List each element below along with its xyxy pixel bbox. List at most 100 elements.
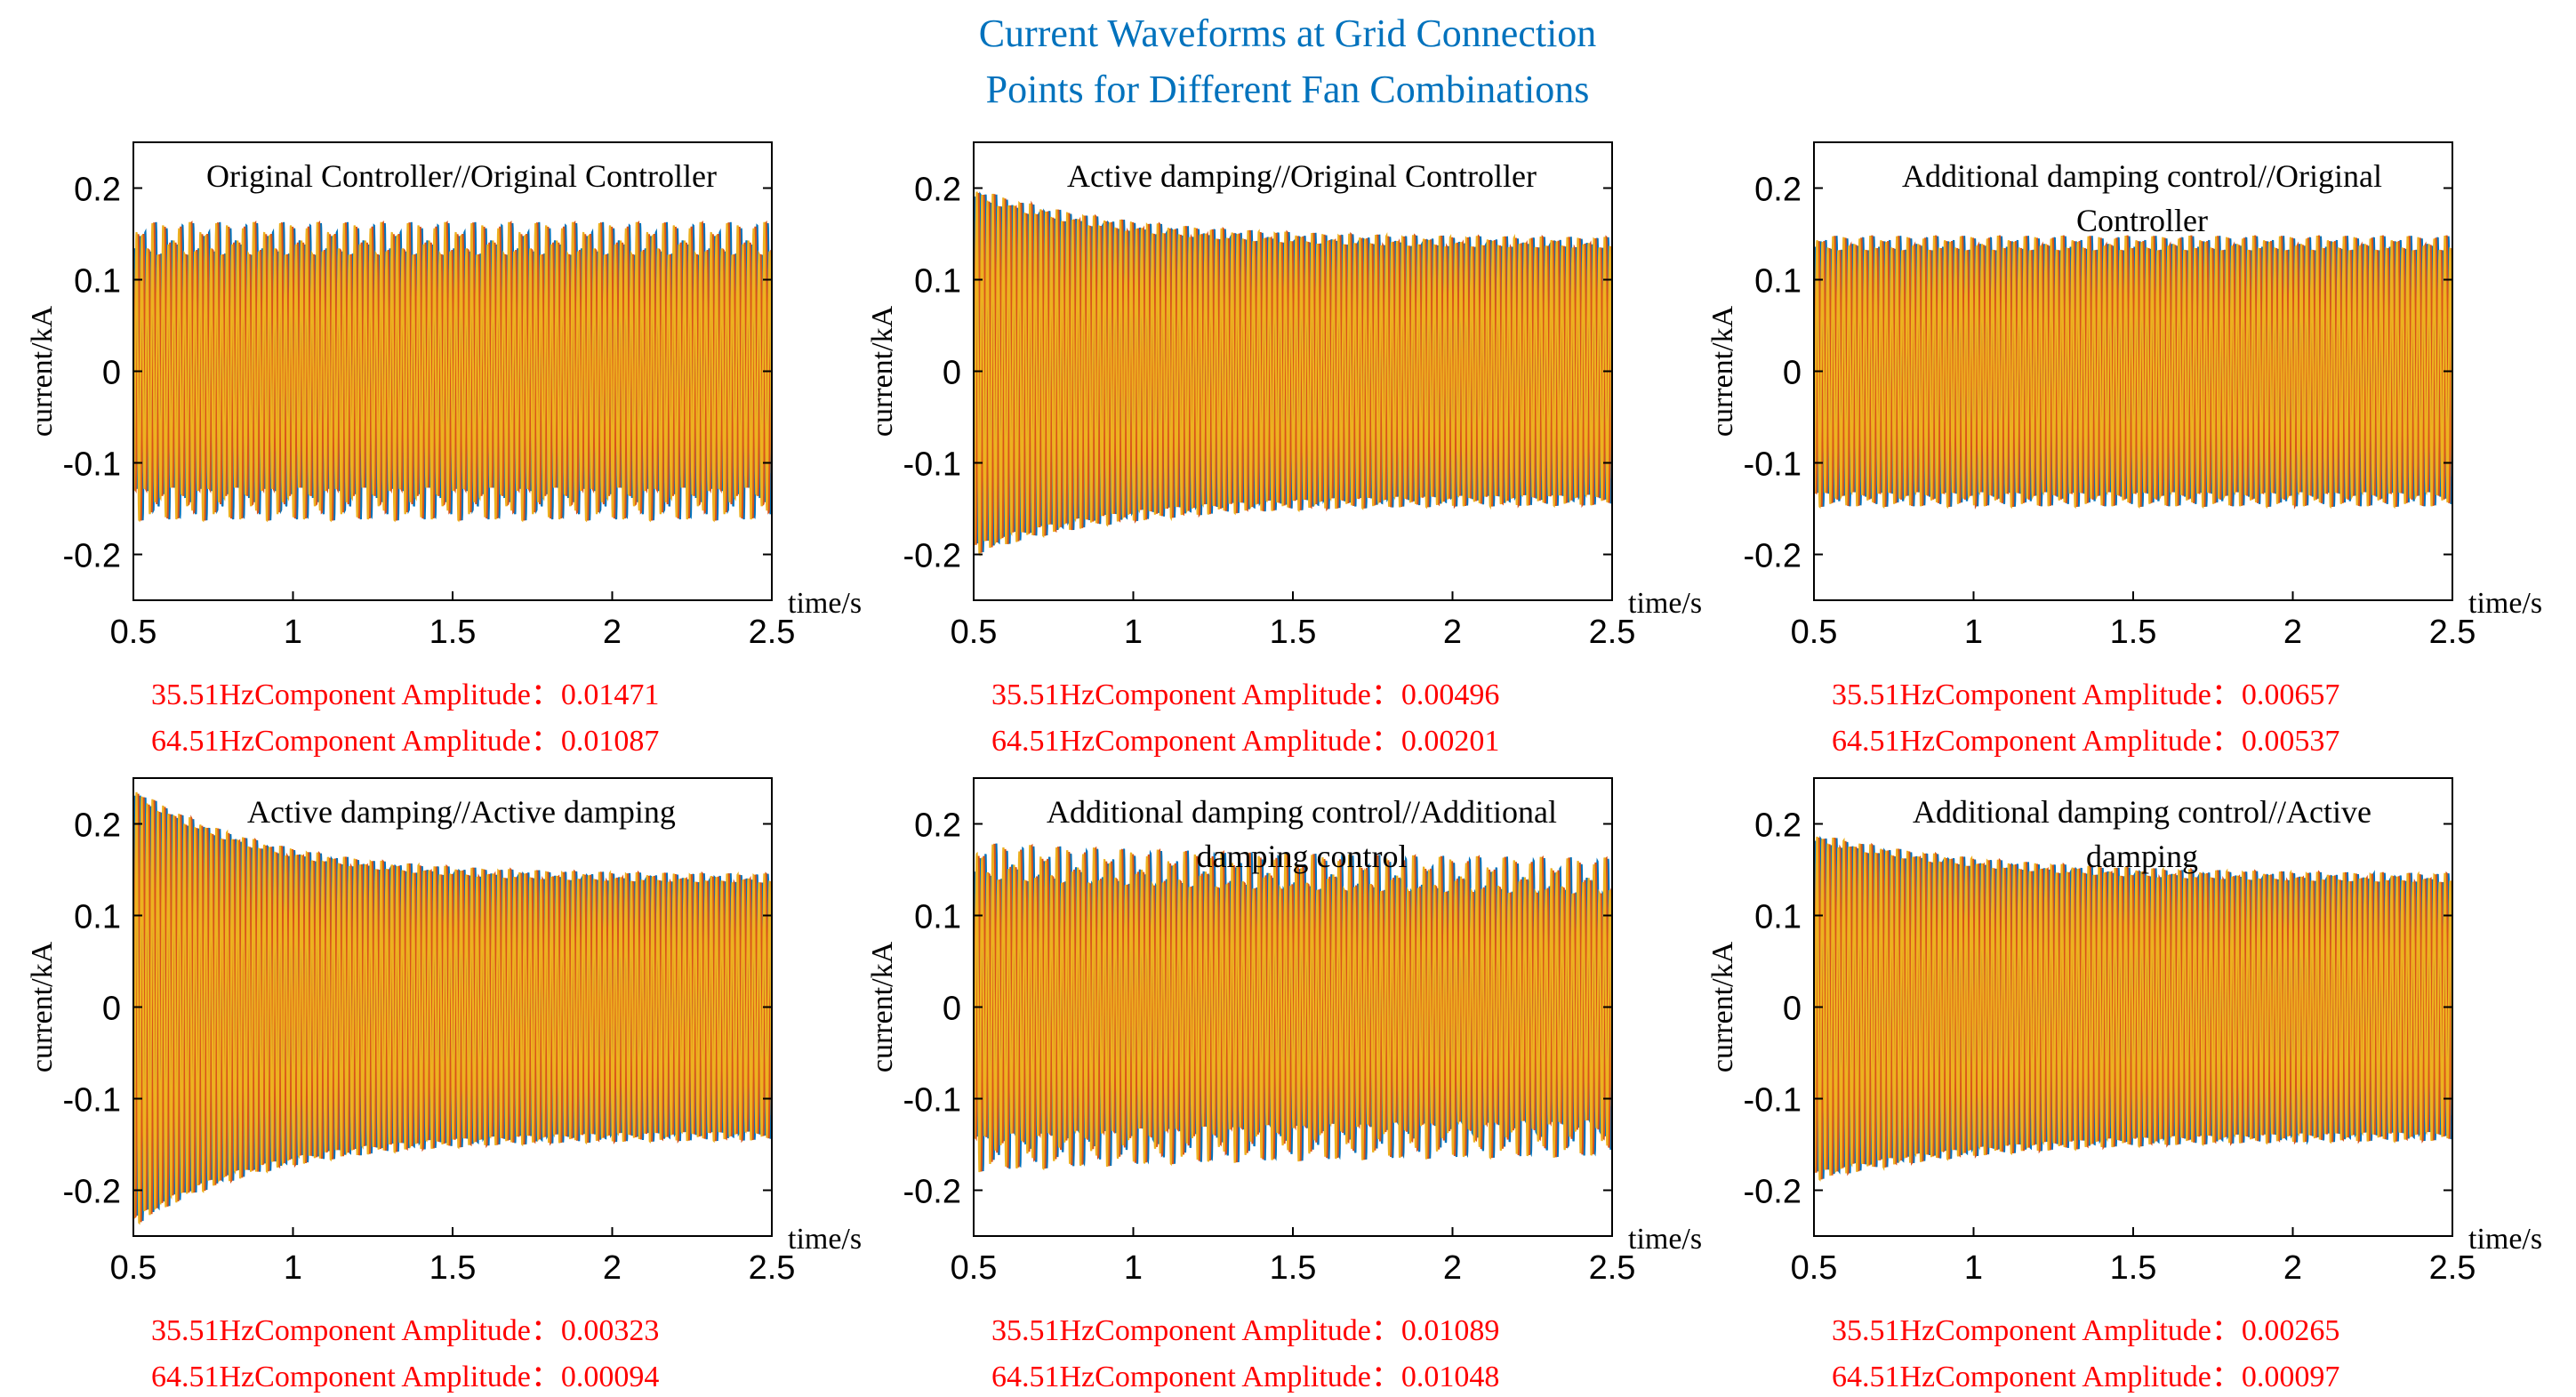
series-line-2 [133,793,772,1223]
subplot-1: -0.2 -0.1 0 0.1 0.2 0.5 1 1.5 2 2.5 current/kA time… [26,141,862,758]
y-tick-label: -0.1 [63,446,121,484]
subplot-title: Additional damping control//Active [1913,794,2371,830]
series-line-2 [974,843,1612,1172]
x-tick-label: 1.5 [2110,1249,2157,1287]
y-tick-label: -0.1 [63,1082,121,1120]
subplot-5: -0.2 -0.1 0 0.1 0.2 0.5 1 1.5 2 2.5 current/kA time… [866,777,1702,1393]
component-amplitude-note: 64.51HzComponent Amplitude：0.01048 [991,1361,1499,1393]
x-axis-label: time/s [2468,1223,2542,1256]
series-line-2 [974,192,1612,553]
x-tick-label: 2 [2283,614,2302,651]
y-tick-label: -0.1 [1744,446,1802,484]
subplot-title: Original Controller//Original Controller [206,158,717,194]
x-tick-label: 0.5 [110,1249,157,1287]
x-tick-label: 2.5 [2429,614,2476,651]
x-axis-label: time/s [1628,587,1702,620]
x-axis-label: time/s [788,587,862,620]
y-tick-label: 0.1 [914,899,961,936]
y-tick-label: 0 [102,355,121,392]
y-tick-label: -0.2 [63,538,121,575]
subplot-title: Controller [2076,203,2208,238]
y-axis-label: current/kA [866,941,899,1072]
y-tick-label: 0.1 [1754,263,1802,301]
series-line-2 [1814,235,2452,508]
x-tick-label: 2.5 [749,614,796,651]
subplot-6: -0.2 -0.1 0 0.1 0.2 0.5 1 1.5 2 2.5 current/kA time… [1706,777,2542,1393]
x-tick-label: 0.5 [1791,614,1838,651]
y-tick-label: -0.1 [903,446,961,484]
y-tick-label: 0.1 [74,263,121,301]
x-tick-label: 2.5 [2429,1249,2476,1287]
y-axis-label: current/kA [26,305,59,437]
y-tick-label: 0.2 [1754,172,1802,209]
x-tick-label: 1 [1124,614,1143,651]
x-tick-label: 1.5 [1270,614,1317,651]
y-axis-label: current/kA [26,941,59,1072]
y-tick-label: -0.2 [1744,1174,1802,1211]
component-amplitude-note: 35.51HzComponent Amplitude：0.00496 [991,678,1499,711]
component-amplitude-note: 64.51HzComponent Amplitude：0.01087 [151,725,659,758]
x-tick-label: 0.5 [951,614,998,651]
x-tick-label: 1.5 [1270,1249,1317,1287]
subplot-grid: -0.2 -0.1 0 0.1 0.2 0.5 1 1.5 2 2.5 current/kA time… [26,141,2542,1393]
x-axis-label: time/s [2468,587,2542,620]
component-amplitude-note: 35.51HzComponent Amplitude：0.00265 [1832,1314,2339,1347]
x-axis-label: time/s [1628,1223,1702,1256]
y-tick-label: 0.2 [1754,807,1802,845]
y-tick-label: 0 [943,355,961,392]
x-tick-label: 1.5 [429,614,477,651]
x-tick-label: 1 [284,614,302,651]
subplot-title: Active damping//Original Controller [1067,158,1537,194]
y-axis-label: current/kA [866,305,899,437]
x-tick-label: 1.5 [429,1249,477,1287]
y-axis-label: current/kA [1706,305,1739,437]
waveform-group [133,791,772,1225]
waveform-group [1814,235,2452,510]
series-line-2 [1814,837,2452,1180]
component-amplitude-note: 35.51HzComponent Amplitude：0.01089 [991,1314,1499,1347]
x-tick-label: 1.5 [2110,614,2157,651]
y-tick-label: 0.1 [914,263,961,301]
waveform-group [974,843,1612,1173]
x-axis-label: time/s [788,1223,862,1256]
y-tick-label: 0 [1783,355,1802,392]
x-tick-label: 2 [2283,1249,2302,1287]
y-tick-label: 0.2 [74,807,121,845]
subplot-title: damping [2086,839,2198,874]
x-tick-label: 0.5 [110,614,157,651]
x-tick-label: 1 [1964,614,1983,651]
y-tick-label: 0.2 [914,807,961,845]
subplot-title: damping control [1197,839,1408,874]
waveform-group [974,191,1612,558]
y-tick-label: 0.1 [1754,899,1802,936]
y-tick-label: 0 [1783,991,1802,1028]
x-tick-label: 1 [284,1249,302,1287]
waveform-group [133,221,772,523]
x-tick-label: 2 [603,614,622,651]
series-line-3 [1814,235,2452,510]
series-line-3 [133,221,772,523]
x-tick-label: 2 [1443,614,1462,651]
x-tick-label: 0.5 [951,1249,998,1287]
y-tick-label: 0.2 [74,172,121,209]
y-tick-label: -0.2 [1744,538,1802,575]
component-amplitude-note: 64.51HzComponent Amplitude：0.00201 [991,725,1499,758]
figure-title-line-2: Points for Different Fan Combinations [986,68,1590,111]
y-tick-label: 0.1 [74,899,121,936]
subplot-4: -0.2 -0.1 0 0.1 0.2 0.5 1 1.5 2 2.5 current/kA time… [26,777,862,1393]
subplot-title: Additional damping control//Additional [1047,794,1557,830]
series-line-3 [1814,836,2452,1182]
subplot-2: -0.2 -0.1 0 0.1 0.2 0.5 1 1.5 2 2.5 current/kA time… [866,141,1702,758]
figure-title-line-1: Current Waveforms at Grid Connection [979,12,1597,55]
y-tick-label: 0 [102,991,121,1028]
y-axis-label: current/kA [1706,941,1739,1072]
series-line-3 [133,791,772,1225]
x-tick-label: 2.5 [1589,1249,1636,1287]
x-tick-label: 1 [1964,1249,1983,1287]
x-tick-label: 2 [1443,1249,1462,1287]
x-tick-label: 2 [603,1249,622,1287]
component-amplitude-note: 35.51HzComponent Amplitude：0.01471 [151,678,659,711]
waveform-group [1814,835,2452,1182]
x-tick-label: 1 [1124,1249,1143,1287]
